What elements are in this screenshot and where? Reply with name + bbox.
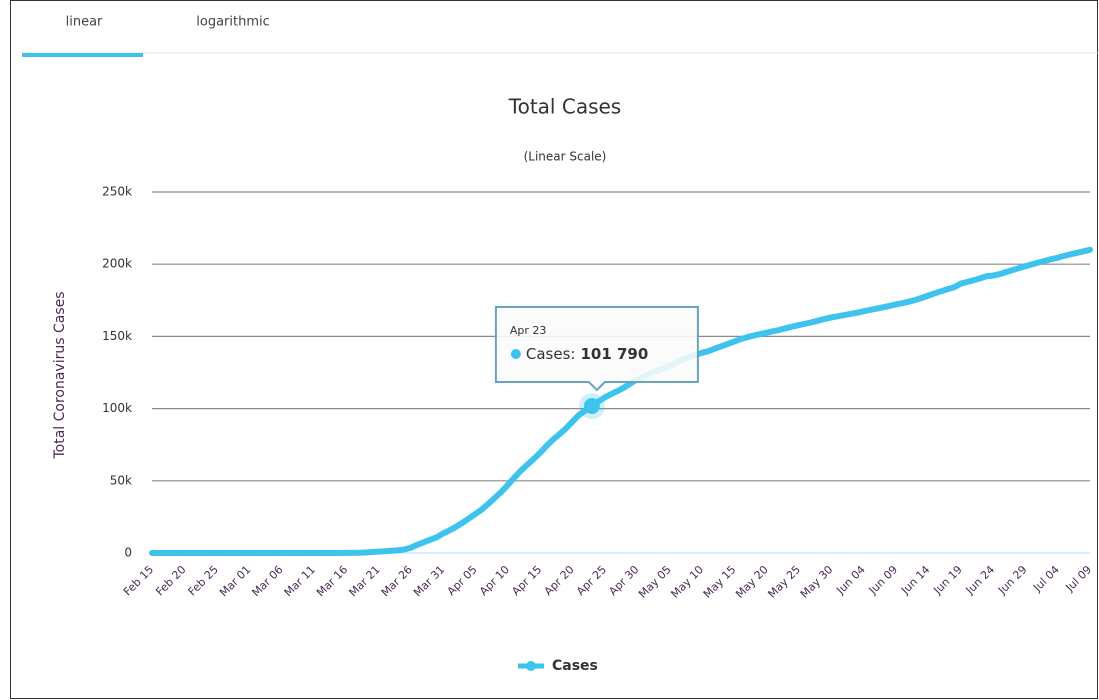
tooltip-label: Cases:: [526, 345, 576, 363]
chart-subtitle: (Linear Scale): [524, 150, 607, 164]
tab-linear[interactable]: linear: [66, 15, 103, 30]
y-tick-label: 200k: [102, 257, 132, 271]
y-axis-title: Total Coronavirus Cases: [52, 291, 68, 459]
legend-label: Cases: [552, 658, 598, 674]
y-tick-label: 250k: [102, 185, 132, 199]
tab-underline: [22, 53, 143, 57]
y-tick-label: 50k: [110, 473, 132, 487]
tab-logarithmic[interactable]: logarithmic: [196, 15, 270, 30]
hover-point: [583, 398, 600, 415]
chart-title: Total Cases: [508, 95, 621, 119]
tooltip-box: [494, 306, 699, 392]
y-tick-label: 0: [124, 546, 132, 560]
tooltip-value: 101 790: [580, 345, 648, 363]
tooltip-date: Apr 23: [510, 324, 547, 337]
legend-marker: [526, 661, 536, 671]
y-tick-label: 100k: [102, 401, 132, 415]
tooltip-bullet: [510, 349, 521, 360]
y-tick-label: 150k: [102, 329, 132, 343]
series-line: [149, 246, 1093, 556]
tooltip-text: Cases: 101 790: [526, 345, 648, 363]
